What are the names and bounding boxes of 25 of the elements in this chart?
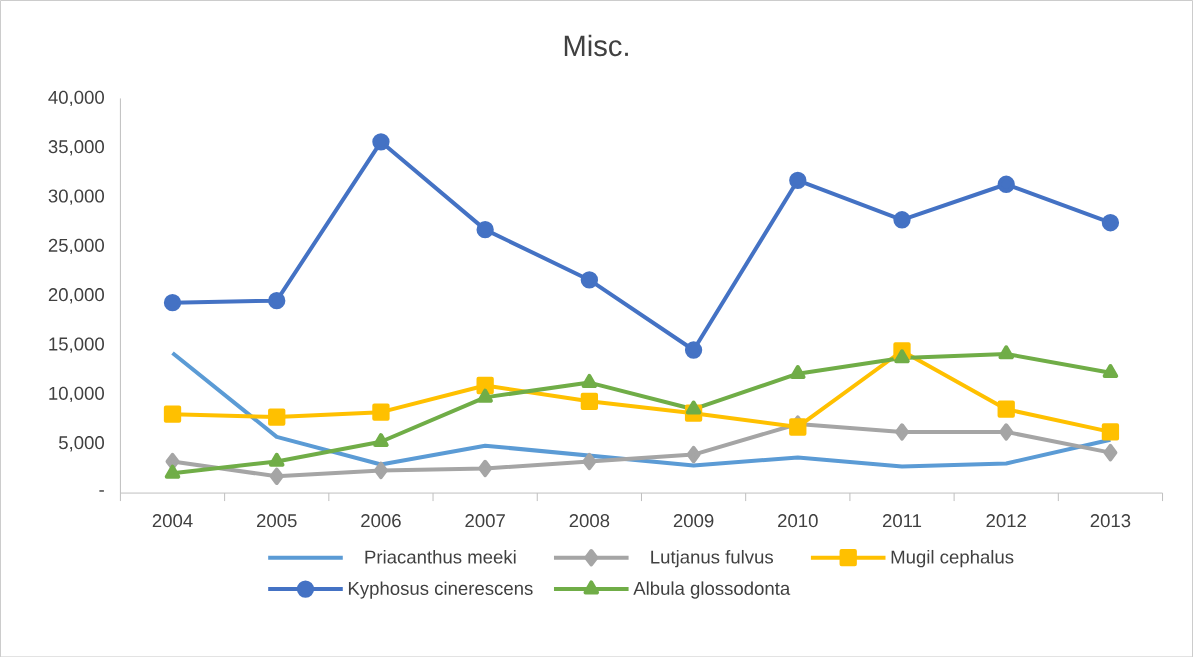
y-tick-label: 15,000 xyxy=(49,337,104,353)
y-tick-label: 35,000 xyxy=(48,139,104,156)
legend-label: Lutjanus fulvus xyxy=(651,549,774,568)
x-tick-label: 2008 xyxy=(569,513,610,528)
x-tick-label: 2004 xyxy=(152,513,193,528)
x-tick-label: 2010 xyxy=(778,513,818,528)
x-tick-label: 2013 xyxy=(1090,513,1131,528)
y-tick-label: 40,000 xyxy=(48,90,104,106)
legend-label: Kyphosus cinerescens xyxy=(348,581,533,599)
x-tick-label: 2011 xyxy=(882,513,922,528)
y-tick-label: 5,000 xyxy=(58,435,104,452)
legend-label: Mugil cephalus xyxy=(891,549,1014,568)
chart-title: Misc. xyxy=(564,34,628,56)
y-tick-label: 20,000 xyxy=(48,287,104,304)
x-tick-label: 2006 xyxy=(361,513,401,528)
y-tick-label: 25,000 xyxy=(48,238,104,254)
y-tick-label: 30,000 xyxy=(48,189,104,205)
x-tick-label: 2007 xyxy=(465,513,505,528)
y-tick-label: 10,000 xyxy=(49,386,104,402)
legend-label: Albula glossodonta xyxy=(633,581,791,599)
y-tick-label: - xyxy=(99,490,104,492)
legend-label: Priacanthus meeki xyxy=(365,549,516,564)
x-tick-label: 2005 xyxy=(256,513,297,528)
x-tick-label: 2009 xyxy=(673,513,714,528)
x-tick-label: 2012 xyxy=(986,513,1026,528)
